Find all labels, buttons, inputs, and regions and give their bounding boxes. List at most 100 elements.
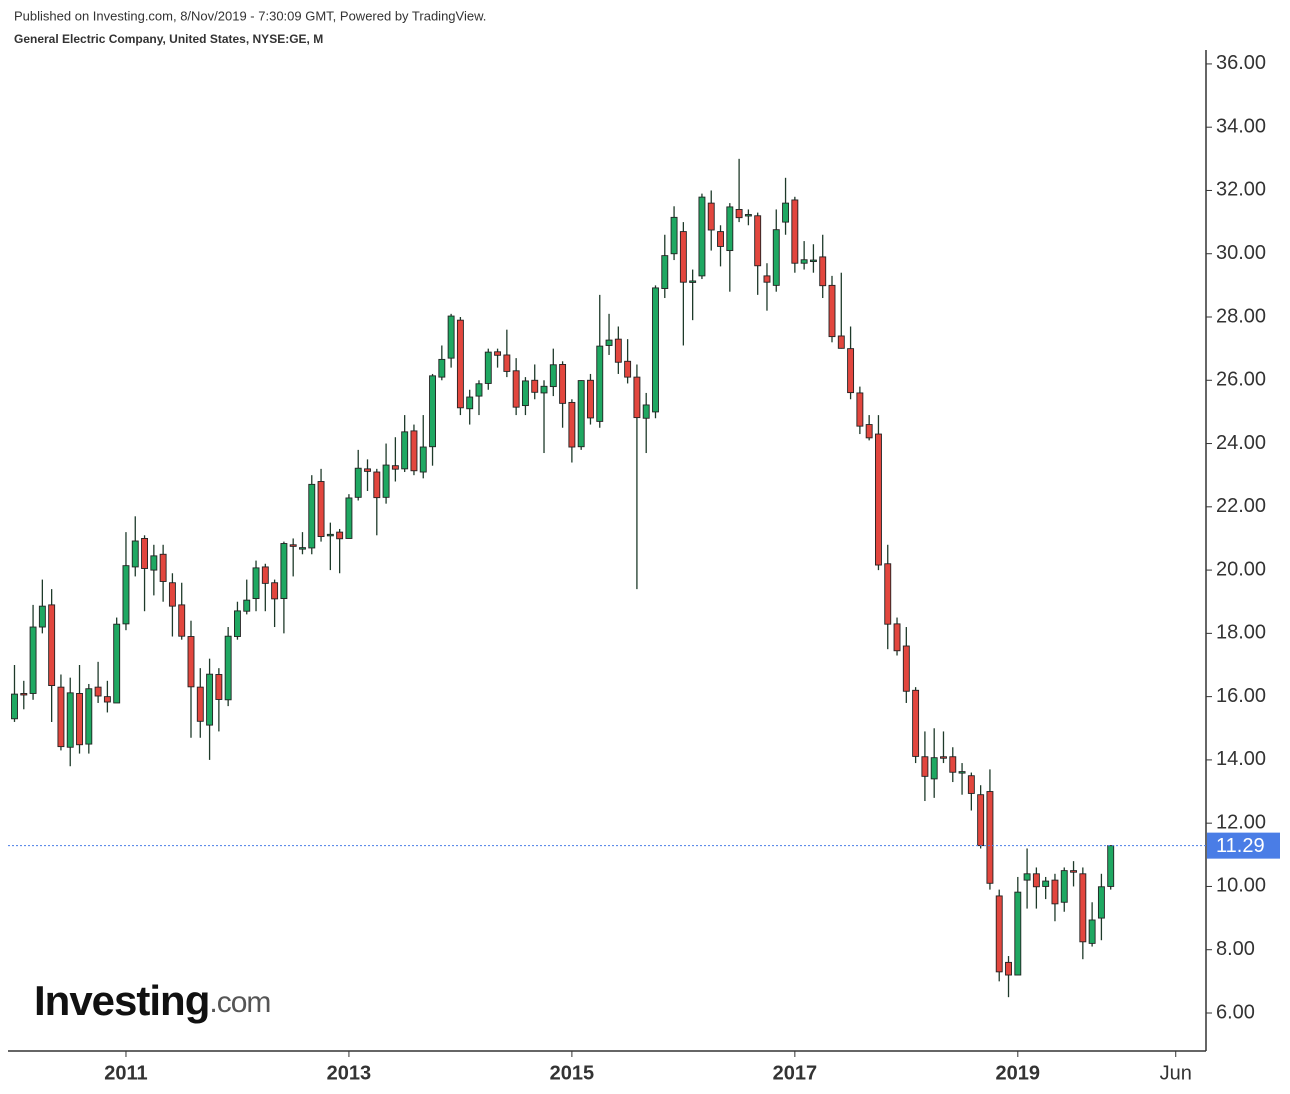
candle-body bbox=[949, 756, 957, 773]
candle-body bbox=[317, 481, 325, 538]
candle-body bbox=[1005, 961, 1012, 976]
y-tick-label: 18.00 bbox=[1216, 622, 1266, 644]
candle-body bbox=[614, 338, 622, 363]
candle-body bbox=[995, 895, 1003, 973]
candle-body bbox=[85, 688, 93, 745]
x-tick-label: 2017 bbox=[773, 1062, 818, 1084]
candle-body bbox=[103, 696, 111, 703]
x-tick-label: 2011 bbox=[104, 1062, 147, 1084]
y-tick-label: 36.00 bbox=[1216, 52, 1266, 74]
y-tick-label: 12.00 bbox=[1216, 811, 1266, 833]
candle-body bbox=[587, 379, 594, 419]
candle-body bbox=[577, 380, 585, 448]
candle-body bbox=[902, 645, 910, 692]
candle-body bbox=[224, 635, 232, 701]
y-tick-label: 14.00 bbox=[1216, 748, 1266, 770]
candle-body bbox=[670, 216, 678, 255]
candle-body bbox=[707, 202, 715, 231]
candle-body bbox=[76, 693, 83, 746]
candle-body bbox=[912, 689, 920, 757]
candle-body bbox=[131, 540, 139, 568]
candle-body bbox=[57, 686, 65, 748]
y-tick-label: 10.00 bbox=[1216, 875, 1266, 897]
candle-body bbox=[958, 771, 966, 774]
candle-body bbox=[679, 231, 687, 283]
candle-body bbox=[159, 553, 167, 582]
candle-body bbox=[410, 430, 418, 472]
candle-body bbox=[48, 604, 56, 687]
candle-body bbox=[605, 339, 613, 346]
watermark: Investing.com bbox=[34, 977, 270, 1024]
candle-body bbox=[484, 351, 492, 384]
candle-body bbox=[382, 464, 390, 498]
candle-body bbox=[1097, 886, 1105, 919]
candle-body bbox=[354, 467, 362, 498]
watermark-suffix: .com bbox=[209, 986, 270, 1019]
candle-body bbox=[884, 563, 892, 625]
candle-body bbox=[94, 686, 102, 697]
candle-body bbox=[429, 375, 436, 448]
y-tick-label: 24.00 bbox=[1216, 432, 1266, 454]
candle-body bbox=[568, 401, 576, 448]
candle-body bbox=[20, 693, 28, 696]
y-tick-label: 30.00 bbox=[1216, 242, 1266, 264]
candle-body bbox=[271, 582, 279, 600]
candle-body bbox=[763, 275, 771, 283]
candle-body bbox=[930, 757, 938, 780]
candle-body bbox=[735, 208, 743, 219]
candle-body bbox=[503, 354, 511, 372]
candle-body bbox=[893, 623, 901, 652]
candle-body bbox=[1042, 880, 1050, 887]
candle-body bbox=[531, 379, 539, 393]
candle-body bbox=[1088, 919, 1096, 944]
candle-body bbox=[875, 433, 882, 566]
candle-body bbox=[977, 794, 985, 847]
candle-body bbox=[141, 538, 148, 569]
candle-body bbox=[828, 284, 836, 338]
candle-body bbox=[689, 280, 697, 283]
candle-body bbox=[419, 446, 427, 473]
candle-body bbox=[661, 255, 669, 289]
candle-body bbox=[243, 599, 251, 612]
y-tick-label: 8.00 bbox=[1216, 938, 1255, 960]
candle-body bbox=[187, 636, 195, 688]
candle-body bbox=[336, 531, 344, 540]
candle-body bbox=[791, 199, 799, 264]
y-tick-label: 20.00 bbox=[1216, 558, 1266, 580]
candle-body bbox=[178, 604, 186, 637]
candle-body bbox=[475, 383, 483, 397]
y-tick-label: 28.00 bbox=[1216, 305, 1266, 327]
y-tick-label: 16.00 bbox=[1216, 685, 1266, 707]
candle-body bbox=[652, 287, 659, 413]
chart-title: General Electric Company, United States,… bbox=[14, 32, 323, 46]
candle-body bbox=[921, 756, 929, 777]
candle-body bbox=[1079, 873, 1087, 943]
candle-body bbox=[326, 533, 334, 537]
candle-body bbox=[206, 673, 214, 726]
x-tick-label: 2013 bbox=[327, 1062, 372, 1084]
candle-body bbox=[549, 364, 557, 388]
candle-body bbox=[261, 566, 269, 584]
y-tick-label: 34.00 bbox=[1216, 115, 1266, 137]
candle-body bbox=[559, 364, 567, 404]
candle-body bbox=[1051, 879, 1059, 905]
candle-body bbox=[466, 396, 474, 410]
candle-body bbox=[308, 483, 316, 549]
x-tick-label: 2019 bbox=[996, 1062, 1041, 1084]
candle-body bbox=[819, 256, 827, 287]
candle-body bbox=[29, 626, 37, 694]
candle-body bbox=[642, 404, 650, 419]
candle-body bbox=[772, 229, 780, 286]
candle-body bbox=[837, 335, 845, 349]
candle-body bbox=[540, 385, 548, 394]
y-tick-label: 22.00 bbox=[1216, 495, 1266, 517]
candle-body bbox=[345, 497, 353, 539]
candle-body bbox=[1032, 873, 1040, 888]
candle-body bbox=[1023, 873, 1031, 881]
candle-body bbox=[596, 345, 604, 422]
candle-body bbox=[1014, 891, 1022, 976]
candle-body bbox=[865, 424, 873, 439]
candle-body bbox=[494, 351, 502, 356]
candle-body bbox=[438, 358, 446, 378]
